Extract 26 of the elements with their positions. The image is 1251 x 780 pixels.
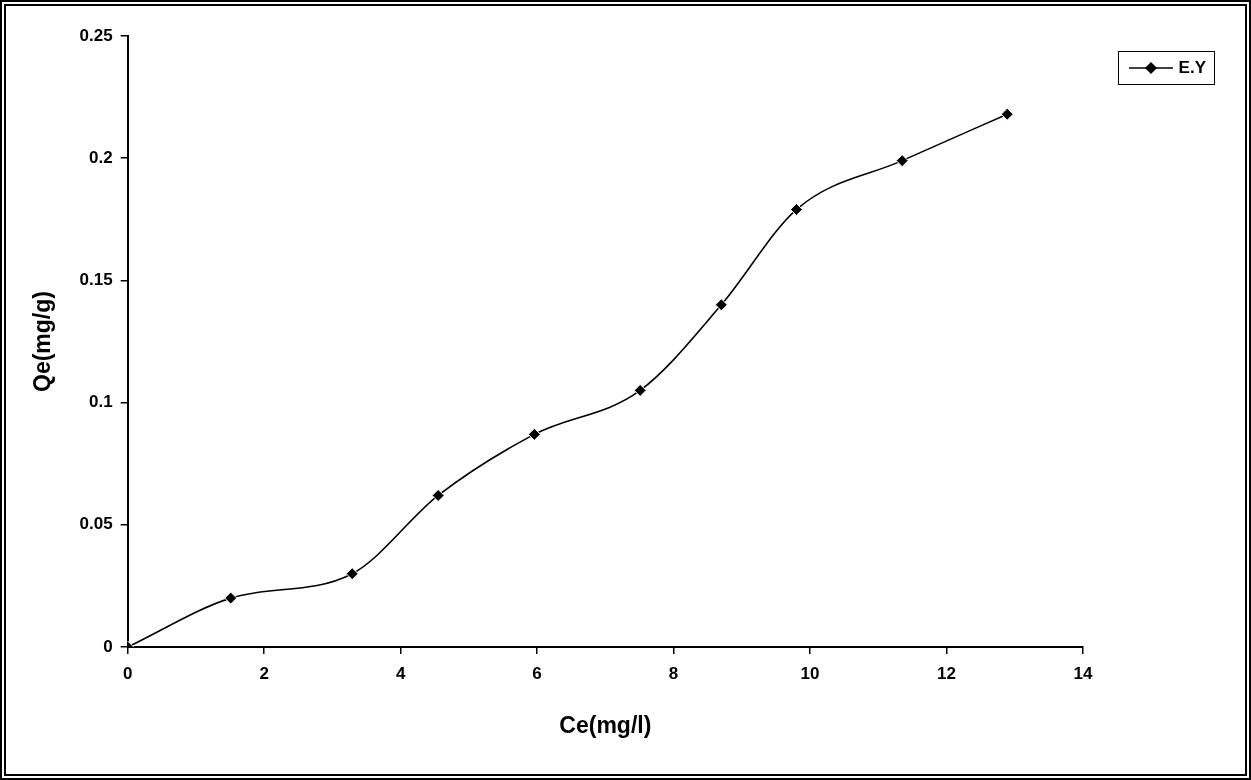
y-tick-label: 0.25: [79, 25, 113, 45]
y-tick-label: 0: [103, 636, 113, 656]
x-tick-label: 10: [800, 663, 820, 683]
x-tick-label: 12: [937, 663, 956, 683]
point: [345, 567, 359, 581]
x-tick-label: 4: [395, 663, 406, 683]
y-tick-label: 0.15: [79, 270, 113, 290]
y-axis-title: Qe(mg/g): [29, 291, 56, 392]
point: [789, 203, 803, 217]
y-tick-label: 0.1: [89, 392, 113, 412]
x-tick-label: 2: [259, 663, 269, 683]
x-tick-label: 6: [532, 663, 542, 683]
x-tick-label: 0: [122, 663, 133, 683]
y-tick-label: 0.2: [89, 147, 113, 167]
point: [224, 591, 238, 605]
point: [527, 427, 541, 441]
x-tick-label: 14: [1073, 663, 1093, 683]
point: [895, 154, 909, 168]
point: [431, 488, 445, 502]
point: [1000, 107, 1014, 121]
x-tick-label: 8: [668, 663, 679, 683]
point: [714, 298, 728, 312]
point: [633, 383, 647, 397]
legend-label: E.Y: [1178, 58, 1206, 78]
x-axis-title: Ce(mg/l): [559, 711, 652, 738]
y-tick-label: 0.05: [79, 514, 113, 534]
